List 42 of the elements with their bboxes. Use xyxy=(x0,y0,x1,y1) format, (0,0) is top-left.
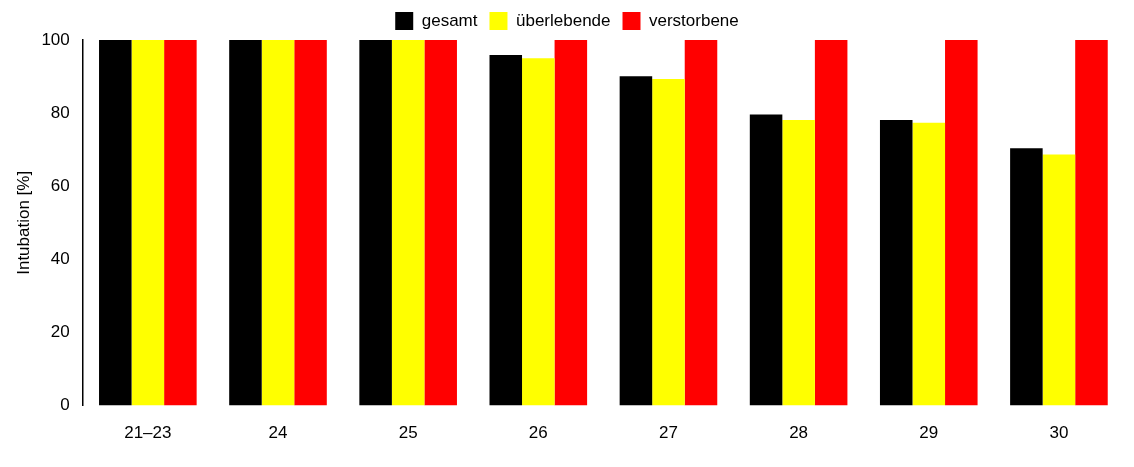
bar xyxy=(1010,148,1043,406)
x-tick-label: 28 xyxy=(789,423,809,443)
legend-label: überlebende xyxy=(515,10,611,30)
y-tick-label: 100 xyxy=(41,29,70,49)
bar xyxy=(945,40,978,406)
bar xyxy=(131,40,165,406)
x-tick-label: 24 xyxy=(268,423,288,443)
y-axis-title: Intubation [%] xyxy=(13,170,33,275)
bar xyxy=(1042,154,1076,406)
legend-label: gesamt xyxy=(421,10,478,30)
x-tick-label: 26 xyxy=(528,423,548,443)
bar xyxy=(782,120,815,406)
bar xyxy=(229,40,262,406)
x-tick-label: 27 xyxy=(659,423,678,443)
x-tick-label: 25 xyxy=(398,423,418,443)
bar xyxy=(554,40,588,406)
x-tick-label: 29 xyxy=(919,423,939,443)
bar xyxy=(294,40,327,406)
bar xyxy=(912,122,946,406)
bar xyxy=(749,114,783,406)
bar xyxy=(522,58,555,406)
y-tick-label: 60 xyxy=(50,175,70,195)
x-tick-label: 30 xyxy=(1049,423,1069,443)
bar xyxy=(879,120,913,406)
bar xyxy=(1075,40,1108,406)
bar xyxy=(619,76,653,406)
bar xyxy=(164,40,197,406)
bar xyxy=(261,40,295,406)
bar xyxy=(424,40,457,406)
bar xyxy=(391,40,425,406)
y-tick-label: 20 xyxy=(50,322,70,342)
y-tick-label: 0 xyxy=(60,395,70,415)
bar xyxy=(489,54,523,406)
bar xyxy=(814,40,848,406)
bar xyxy=(684,40,718,406)
legend-label: verstorbene xyxy=(649,10,739,30)
y-tick-label: 80 xyxy=(50,102,70,122)
bar xyxy=(99,40,132,406)
bar xyxy=(359,40,392,406)
x-tick-label: 21–23 xyxy=(124,423,172,443)
y-tick-label: 40 xyxy=(50,249,70,269)
bar xyxy=(652,79,685,406)
